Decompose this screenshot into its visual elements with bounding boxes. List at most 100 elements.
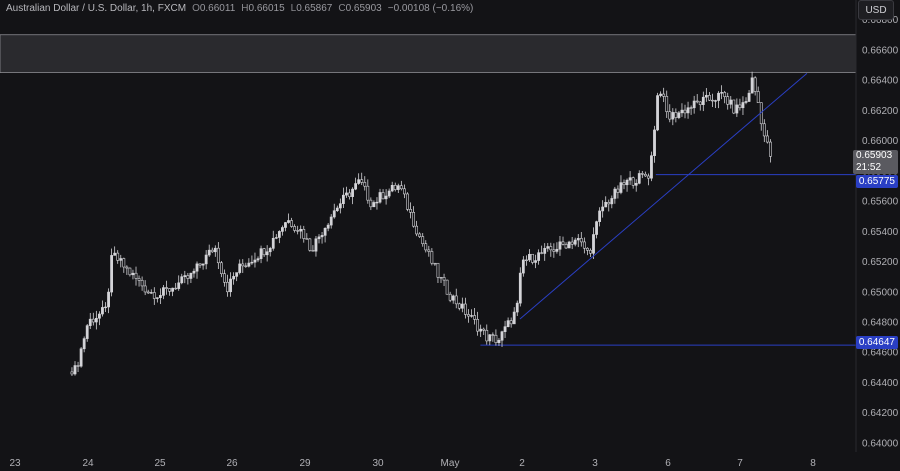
candle-body xyxy=(396,185,400,190)
low-value: 0.65867 xyxy=(296,3,333,14)
candle-body xyxy=(579,238,583,243)
candle xyxy=(534,254,537,269)
candle-body xyxy=(216,247,220,264)
candle-body xyxy=(643,173,647,177)
candle-body xyxy=(366,185,370,201)
candle xyxy=(186,272,190,285)
candle xyxy=(729,96,733,109)
candle-body xyxy=(372,202,376,208)
candle xyxy=(665,90,669,118)
candle-body xyxy=(668,111,672,120)
candle xyxy=(287,213,290,224)
candle-body xyxy=(207,249,211,256)
candle-body xyxy=(744,101,748,103)
candle xyxy=(256,256,260,263)
candle-body xyxy=(235,272,239,277)
high-label: H xyxy=(241,3,249,14)
candle xyxy=(134,266,138,286)
candle xyxy=(177,275,181,291)
candle xyxy=(509,317,513,328)
candle xyxy=(244,262,248,268)
candle xyxy=(375,197,379,210)
candle-body xyxy=(403,188,406,195)
candle-body xyxy=(704,95,708,98)
candle xyxy=(686,101,690,119)
candle xyxy=(290,217,293,228)
time-tick-label: 26 xyxy=(226,458,238,469)
candle-body xyxy=(677,112,681,118)
candle-body xyxy=(311,250,315,252)
candle-body xyxy=(186,275,190,279)
high-value: 0.66015 xyxy=(248,3,285,14)
candle-body xyxy=(546,246,550,249)
currency-button[interactable]: USD xyxy=(858,0,894,20)
candle-body xyxy=(88,318,92,326)
candle-body xyxy=(521,259,525,274)
candle-body xyxy=(192,270,196,274)
candle-body xyxy=(332,210,336,218)
candle xyxy=(281,225,284,236)
price-tick-label: 0.64600 xyxy=(862,348,899,359)
open-label: O xyxy=(192,3,200,14)
candle-body xyxy=(399,185,403,190)
candle xyxy=(250,255,254,265)
candle xyxy=(396,183,400,194)
candle-body xyxy=(119,258,123,261)
candle-body xyxy=(320,235,324,238)
candle-body xyxy=(268,248,272,253)
candle xyxy=(213,245,217,257)
candle xyxy=(564,242,568,250)
candle-body xyxy=(369,199,373,208)
candle-body xyxy=(149,292,153,294)
candle-body xyxy=(174,287,178,290)
symbol-legend: Australian Dollar / U.S. Dollar, 1h, FXC… xyxy=(6,3,473,14)
candle-body xyxy=(345,192,348,196)
candle xyxy=(277,230,281,244)
candle xyxy=(210,247,214,254)
candle-body xyxy=(73,365,77,375)
candle xyxy=(372,200,376,208)
candle-body xyxy=(85,325,89,339)
candle-body xyxy=(98,313,101,319)
candle xyxy=(195,261,199,279)
candle-body xyxy=(604,202,608,208)
candle-body xyxy=(82,338,86,350)
candle-body xyxy=(528,253,531,261)
candle xyxy=(442,273,446,286)
candle xyxy=(561,236,565,246)
candle xyxy=(393,182,397,192)
candle xyxy=(589,248,592,257)
candle xyxy=(424,240,428,253)
candle-body xyxy=(348,192,351,197)
candle xyxy=(73,361,77,376)
candle-body xyxy=(540,252,544,254)
candle xyxy=(662,87,666,103)
candle-body xyxy=(735,104,739,114)
candle-body xyxy=(564,244,568,249)
candle-body xyxy=(299,228,303,232)
candle-body xyxy=(198,263,202,266)
candle-body xyxy=(107,291,110,308)
candle xyxy=(76,361,80,372)
candle-body xyxy=(601,206,605,212)
candle xyxy=(284,222,287,232)
candle-body xyxy=(302,228,306,239)
candle xyxy=(567,240,571,249)
candle-body xyxy=(647,175,650,179)
candle-body xyxy=(427,249,431,252)
candle xyxy=(259,245,263,264)
candle-body xyxy=(210,249,214,253)
candle xyxy=(586,247,589,256)
candle xyxy=(418,232,422,238)
candle xyxy=(723,90,727,104)
open-value: 0.66011 xyxy=(199,3,236,14)
candle-body xyxy=(290,220,293,227)
candle-body xyxy=(253,259,257,263)
candle xyxy=(274,234,278,240)
time-tick-label: 30 xyxy=(372,458,384,469)
candle xyxy=(387,188,391,199)
candle xyxy=(183,270,187,284)
candle xyxy=(226,274,229,297)
